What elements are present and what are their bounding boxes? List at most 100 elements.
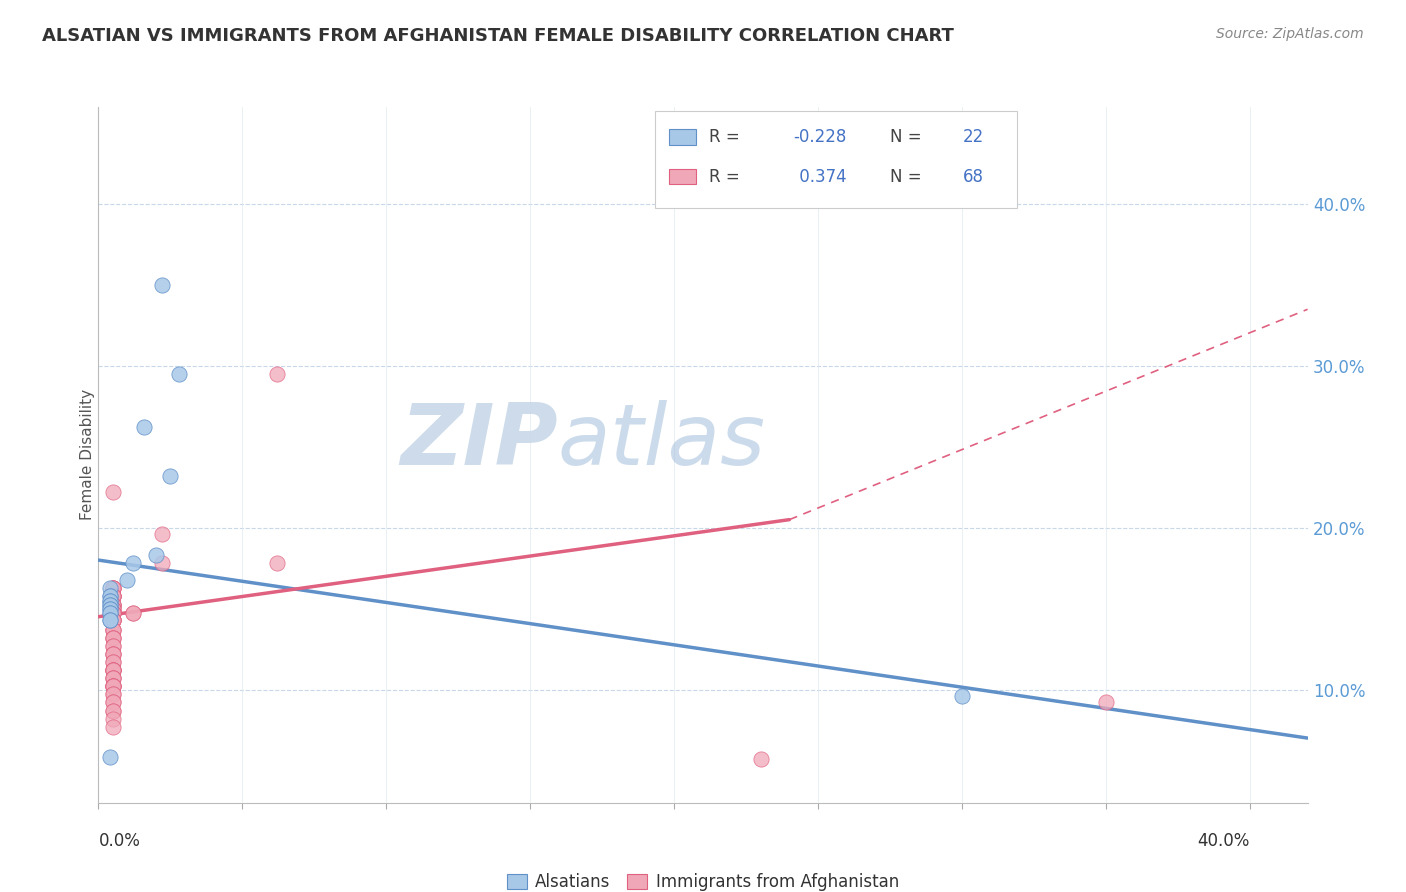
Point [98, 613, 121, 627]
Text: 0.0%: 0.0% [98, 832, 141, 850]
Text: 0.374: 0.374 [794, 168, 846, 186]
Point [101, 601, 124, 615]
Point [101, 607, 124, 621]
Point [749, 752, 772, 766]
Point [101, 613, 124, 627]
Point [101, 623, 124, 637]
Text: atlas: atlas [558, 400, 766, 483]
Point [101, 696, 124, 710]
Point [101, 589, 124, 603]
Point [101, 599, 124, 613]
Point [101, 631, 124, 645]
Text: 40.0%: 40.0% [1198, 832, 1250, 850]
Point [101, 704, 124, 718]
Point [101, 607, 124, 621]
Point [101, 647, 124, 661]
Point [101, 623, 124, 637]
Point [101, 581, 124, 595]
Point [101, 663, 124, 677]
Point [101, 623, 124, 637]
Legend: Alsatians, Immigrants from Afghanistan: Alsatians, Immigrants from Afghanistan [501, 867, 905, 892]
Point [98, 589, 121, 603]
Point [101, 663, 124, 677]
Point [98, 593, 121, 607]
Point [98, 589, 121, 603]
Point [98, 581, 121, 595]
Point [122, 607, 145, 621]
Y-axis label: Female Disability: Female Disability [80, 389, 94, 521]
Point [101, 613, 124, 627]
Point [101, 679, 124, 693]
Point [101, 720, 124, 734]
Point [101, 599, 124, 613]
Point [101, 607, 124, 621]
Point [98, 607, 121, 621]
Point [101, 581, 124, 595]
Point [98, 750, 121, 764]
Point [101, 671, 124, 685]
Point [101, 631, 124, 645]
Point [101, 601, 124, 615]
Point [101, 639, 124, 653]
Text: ALSATIAN VS IMMIGRANTS FROM AFGHANISTAN FEMALE DISABILITY CORRELATION CHART: ALSATIAN VS IMMIGRANTS FROM AFGHANISTAN … [42, 27, 955, 45]
FancyBboxPatch shape [669, 169, 696, 185]
Text: R =: R = [709, 168, 745, 186]
Point [134, 420, 156, 434]
Point [101, 712, 124, 726]
Point [98, 593, 121, 607]
Point [122, 607, 145, 621]
Point [150, 557, 173, 571]
Point [950, 689, 973, 703]
Point [159, 469, 181, 483]
Point [101, 589, 124, 603]
Point [266, 557, 288, 571]
Point [1095, 696, 1118, 710]
Point [101, 613, 124, 627]
Point [101, 663, 124, 677]
Point [101, 589, 124, 603]
Point [101, 631, 124, 645]
Point [98, 607, 121, 621]
Point [101, 687, 124, 701]
Point [101, 607, 124, 621]
Point [101, 696, 124, 710]
Point [98, 601, 121, 615]
Point [101, 639, 124, 653]
Text: N =: N = [890, 128, 928, 146]
Point [98, 601, 121, 615]
Point [98, 599, 121, 613]
Point [101, 647, 124, 661]
Point [101, 485, 124, 500]
Text: N =: N = [890, 168, 928, 186]
Point [101, 687, 124, 701]
Point [266, 367, 288, 381]
Point [101, 613, 124, 627]
Point [122, 557, 145, 571]
Point [101, 581, 124, 595]
Point [101, 581, 124, 595]
Point [101, 671, 124, 685]
Point [101, 647, 124, 661]
Point [101, 589, 124, 603]
Point [101, 679, 124, 693]
Text: Source: ZipAtlas.com: Source: ZipAtlas.com [1216, 27, 1364, 41]
Point [101, 679, 124, 693]
FancyBboxPatch shape [669, 129, 696, 145]
Text: -0.228: -0.228 [794, 128, 846, 146]
Point [101, 599, 124, 613]
Text: 22: 22 [963, 128, 984, 146]
Point [101, 599, 124, 613]
Point [101, 655, 124, 669]
Point [145, 548, 167, 562]
Point [101, 663, 124, 677]
Point [101, 663, 124, 677]
Text: R =: R = [709, 128, 745, 146]
Point [98, 599, 121, 613]
Point [101, 601, 124, 615]
Point [115, 573, 138, 587]
Point [101, 613, 124, 627]
Point [150, 278, 173, 293]
Point [98, 613, 121, 627]
Point [101, 679, 124, 693]
Point [101, 671, 124, 685]
